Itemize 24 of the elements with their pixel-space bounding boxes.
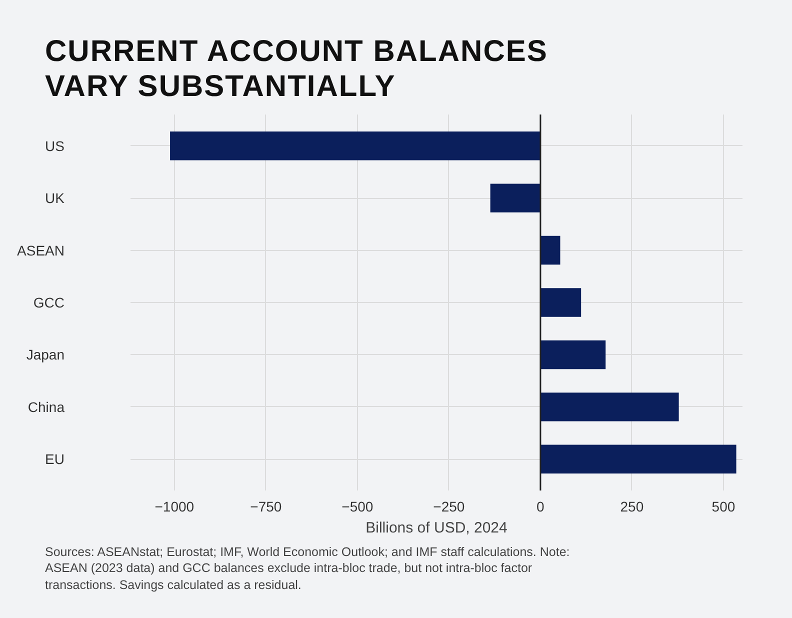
bar	[490, 184, 540, 212]
x-tick-label: 250	[620, 498, 644, 514]
y-tick-label: China	[28, 398, 65, 415]
source-note: Sources: ASEANstat; Eurostat; IMF, World Economic Outlook; and IMF staff calculations. Note: ASEAN (2023 data) and GCC balances exclude intra-bloc trade, but not intra-bloc factor transactions. Savings calculated as a residual.	[45, 544, 571, 593]
x-tick-label: −750	[250, 498, 282, 514]
chart-title: CURRENT ACCOUNT BALANCES VARY SUBSTANTIALLY	[45, 35, 548, 104]
y-tick-label: Japan	[26, 346, 65, 363]
x-tick-label: 0	[536, 498, 545, 514]
x-tick-label: −250	[433, 498, 465, 514]
y-tick-label: ASEAN	[17, 242, 65, 258]
bar	[170, 131, 540, 160]
y-tick-label: US	[45, 138, 65, 154]
y-tick-label: EU	[45, 451, 65, 468]
x-tick-label: −500	[342, 498, 374, 514]
x-tick-label: 500	[712, 498, 736, 514]
bar	[540, 288, 582, 317]
y-tick-label: UK	[45, 190, 66, 206]
bar	[540, 236, 560, 265]
bar	[540, 444, 736, 474]
x-tick-label: −1000	[154, 498, 194, 514]
y-tick-label: GCC	[33, 294, 65, 310]
bar	[540, 340, 606, 370]
x-axis-title: Billions of USD, 2024	[366, 520, 508, 536]
bar	[540, 392, 679, 422]
